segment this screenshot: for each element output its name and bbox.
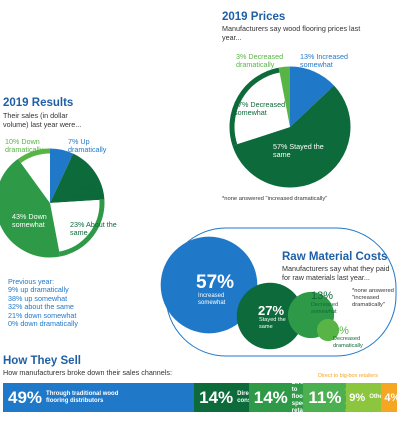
- raw-title: Raw Material Costs: [282, 251, 388, 263]
- raw-subtitle: Manufacturers say what they paid for raw…: [282, 264, 390, 282]
- sell-segment-pct: 14%: [199, 387, 234, 407]
- results-ring-0: [49, 148, 74, 159]
- results-label-about-same: 23% About the same: [70, 220, 117, 238]
- prices-slice-0: [290, 69, 333, 127]
- raw-inc-txt: Increased somewhat: [198, 293, 226, 306]
- sell-segment-label: Other: [369, 394, 381, 400]
- sell-segment-0: 49% Through traditional wood flooring dis…: [3, 383, 195, 412]
- sell-segment-pct: 4%: [384, 391, 397, 404]
- sell-segment-pct: 9%: [349, 391, 366, 404]
- raw-bubble-0: [160, 236, 258, 334]
- results-slice-0: [50, 151, 73, 203]
- prices-slice-3: [279, 69, 290, 127]
- results-slice-2: [50, 199, 102, 255]
- prices-ring-3: [278, 66, 291, 73]
- results-label-up-dramatically: 7% Up dramatically: [68, 137, 107, 155]
- results-label-down-somewhat: 43% Down somewhat: [12, 212, 47, 230]
- prices-ring-0: [289, 66, 335, 90]
- sell-segment-label: Through traditional wood flooring distri…: [46, 390, 119, 404]
- results-title: 2019 Results: [3, 97, 74, 109]
- sell-segment-label: Through general floor covering distribut…: [345, 383, 346, 412]
- sell-segment-1: 14%Direct to consumers: [194, 383, 249, 412]
- raw-same-txt: Stayed the same: [259, 317, 286, 330]
- raw-bubble-1: [236, 282, 304, 350]
- results-ring-3: [0, 158, 61, 258]
- previous-year-list: Previous year: 9% up dramatically 38% up…: [8, 277, 98, 329]
- sell-segment-pct: 14%: [253, 387, 288, 407]
- sell-segment-label: Direct to consumers: [237, 390, 249, 404]
- raw-bubble-3: [316, 318, 340, 342]
- results-slice-3: [0, 160, 60, 255]
- sell-title: How They Sell: [3, 355, 81, 367]
- prices-label-increased-somewhat: 13% Increased somewhat: [300, 52, 348, 70]
- results-slice-4: [19, 151, 50, 203]
- sell-segment-2: 14%Direct to flooring specific retailers: [248, 383, 304, 412]
- prices-footnote: *none answered "increased dramatically": [222, 196, 328, 202]
- raw-same-pct: 27%: [258, 303, 285, 318]
- raw-dec-txt: Decreased somewhat: [311, 302, 339, 315]
- previous-year-item: 9% up dramatically: [8, 285, 69, 295]
- raw-inc-pct: 57%: [196, 272, 235, 293]
- prices-subtitle: Manufacturers say wood flooring prices l…: [222, 24, 361, 42]
- sell-bigbox-label: Direct to big-box retailers: [318, 373, 378, 379]
- sell-segment-3: 11%Through general floor covering distri…: [303, 383, 347, 412]
- results-subtitle: Their sales (in dollar volume) last year…: [3, 111, 82, 129]
- results-label-up-somewhat: 17% Up somewhat: [71, 183, 104, 201]
- results-ring-4: [17, 148, 51, 164]
- previous-year-item: 32% about the same: [8, 302, 74, 312]
- previous-year-item: 0% down dramatically: [8, 319, 78, 329]
- prices-label-decreased-dramatically: 3% Decreased dramatically: [236, 52, 284, 70]
- prices-label-stayed: 57% Stayed the same: [273, 142, 324, 160]
- results-slice-1: [50, 155, 102, 203]
- sell-subtitle: How manufacturers broke down their sales…: [3, 368, 172, 377]
- prices-label-decreased-somewhat: 27% Decreased somewhat: [234, 100, 286, 118]
- results-ring-1: [71, 153, 105, 200]
- prices-title: 2019 Prices: [222, 11, 286, 23]
- previous-year-title: Previous year:: [8, 277, 54, 286]
- results-ring-2: [59, 199, 105, 257]
- sell-segment-5: 4%: [381, 383, 397, 412]
- sell-segment-4: 9%Other: [346, 383, 382, 412]
- previous-year-item: 21% down somewhat: [8, 310, 77, 320]
- prices-ring-1: [232, 85, 351, 188]
- raw-decd-txt: Decreased dramatically: [333, 336, 363, 349]
- sell-segment-pct: 49%: [8, 387, 43, 407]
- results-label-down-dramatically: 10% Down dramatically: [5, 137, 44, 155]
- raw-footnote: *none answered "increased dramatically": [352, 288, 394, 308]
- sell-segment-pct: 11%: [308, 387, 342, 407]
- raw-decd-pct: 3%: [333, 325, 349, 337]
- previous-year-item: 38% up somewhat: [8, 293, 68, 303]
- prices-ring-2: [229, 67, 280, 146]
- sell-segment-label: Direct to flooring specific retailers: [291, 383, 304, 412]
- raw-dec-pct: 13%: [311, 290, 334, 302]
- prices-slice-1: [234, 87, 348, 185]
